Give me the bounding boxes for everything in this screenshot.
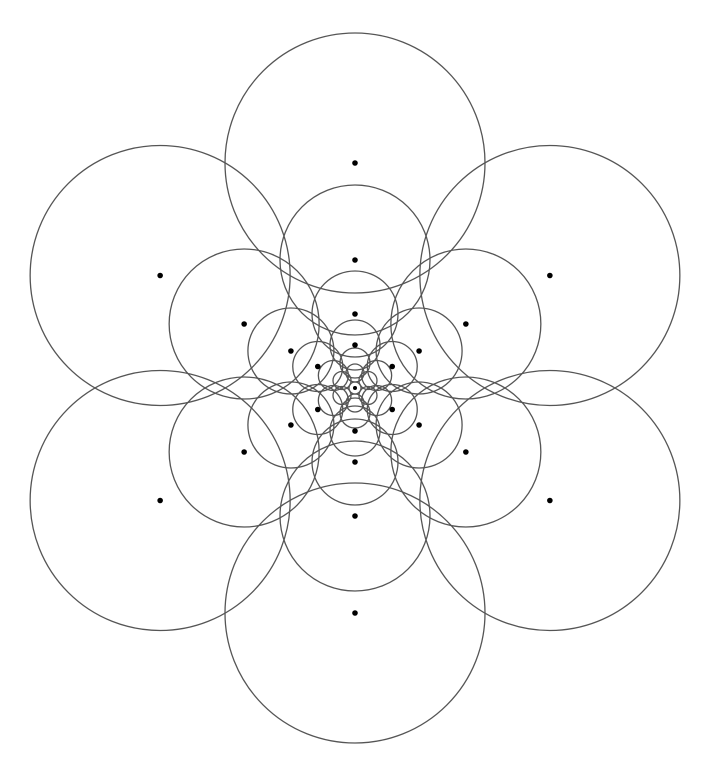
center-dot-3-1 xyxy=(389,364,395,370)
center-dot-1-5 xyxy=(241,321,247,327)
center-dot-1-4 xyxy=(241,449,247,455)
center-dot-0-1 xyxy=(547,273,553,279)
center-dot-2-0 xyxy=(352,311,358,317)
center-dot-2-5 xyxy=(288,348,294,354)
center-dot-0-0 xyxy=(352,160,358,166)
center-dot-2-3 xyxy=(352,459,358,465)
center-dot-1-3 xyxy=(352,513,358,519)
center-dot-3-0 xyxy=(352,342,358,348)
circle-fractal-diagram xyxy=(0,0,710,777)
center-dot-3-5 xyxy=(315,364,321,370)
center-dot xyxy=(353,386,357,390)
center-dot-1-2 xyxy=(463,449,469,455)
center-dot-0-5 xyxy=(157,273,163,279)
center-dot-3-3 xyxy=(352,428,358,434)
center-dot-3-2 xyxy=(389,407,395,413)
center-dot-2-1 xyxy=(416,348,422,354)
center-dot-3-4 xyxy=(315,407,321,413)
center-dot-2-2 xyxy=(416,422,422,428)
center-dot-1-1 xyxy=(463,321,469,327)
center-dot-0-3 xyxy=(352,610,358,616)
center-dot-0-4 xyxy=(157,498,163,504)
center-dot-1-0 xyxy=(352,257,358,263)
center-dot-0-2 xyxy=(547,498,553,504)
center-dot-2-4 xyxy=(288,422,294,428)
